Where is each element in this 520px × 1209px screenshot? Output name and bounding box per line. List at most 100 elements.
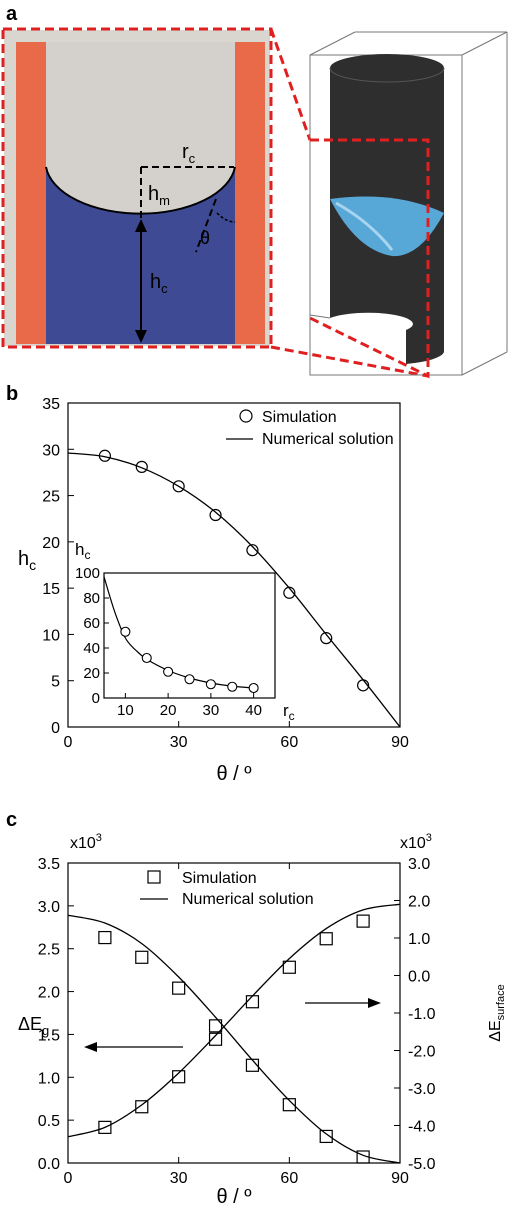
- plot-c-sim-point-left: [172, 981, 186, 995]
- inset-sim-point: [163, 666, 174, 677]
- plot-c-ytick-right-label: 3.0: [408, 856, 430, 873]
- plot-b-ytick-label: 10: [42, 627, 60, 644]
- inset-sim-point: [227, 681, 238, 692]
- panel-c: c x103 x103 0 30 60 90 0.0 0.5 1.0 1.5 2.0 2.5 3.0…: [6, 809, 507, 1208]
- plot-c-sim-point-right: [282, 960, 296, 974]
- inset-xtick-label: 10: [117, 702, 134, 719]
- plot-c-ytick-left-label: 0.5: [38, 1113, 60, 1130]
- plot-b-ytick-label: 35: [42, 396, 60, 413]
- plot-b-numerical-curve: [67, 452, 401, 728]
- inset-ytick-label: 20: [83, 665, 100, 682]
- plot-c-curves-group: [67, 903, 401, 1164]
- plot-c-ytick-right-label: 0.0: [408, 969, 430, 986]
- plot-b-ylabel: hc: [18, 548, 36, 573]
- plot-c-ytick-left-label: 2.5: [38, 942, 60, 959]
- zoom-region-3d: [309, 138, 430, 379]
- plot-b-sim-point: [135, 460, 148, 473]
- panel-b: b 0 30 60 90 0 5 10 15 20 25 30 35 hc θ / º Simulat…: [6, 383, 409, 785]
- left-axis-arrowhead: [84, 1042, 97, 1052]
- zoom-line-bottom: [270, 345, 429, 378]
- plot-c-ytick-left-label: 0.0: [38, 1156, 60, 1173]
- hc-arrow-down: [135, 330, 147, 343]
- plot-b-xtick-label: 30: [170, 734, 188, 751]
- plot-b-legend-sim-marker: [239, 409, 253, 423]
- plot-c-sim-point-left: [356, 1150, 370, 1164]
- plot-c-sim-point-left: [245, 1058, 260, 1072]
- inset-ytick-label: 40: [83, 640, 100, 657]
- theta-label: θ: [200, 228, 210, 248]
- plot-c-ytick-left-label: 1.5: [38, 1027, 60, 1044]
- theta-arc: [216, 212, 236, 223]
- inset-ytick-label: 60: [83, 615, 100, 632]
- inset-points-group: [120, 626, 259, 694]
- plot-c-frame: [67, 862, 401, 1164]
- right-axis-arrowhead: [368, 998, 381, 1008]
- plot-c-xtick-label: 60: [280, 1170, 298, 1187]
- plot-b-xtick-label: 60: [280, 734, 298, 751]
- right-wall: [235, 42, 265, 344]
- plot-c-sim-point-right: [356, 914, 370, 928]
- plot-b-sim-point: [209, 508, 222, 522]
- plot-c-ytick-left-label: 3.0: [38, 899, 60, 916]
- plot-c-ytick-right-label: -1.0: [408, 1006, 436, 1023]
- plot-c-sim-point-right: [245, 995, 260, 1009]
- plot-c-sim-point-left: [135, 950, 149, 964]
- inset-ticks: 10 20 30 40 0 20 40 60 80 100: [75, 565, 262, 719]
- plot-c-legend-num: Numerical solution: [182, 891, 314, 908]
- plot-b-ytick-label: 0: [51, 720, 60, 737]
- plot-b-legend-sim: Simulation: [262, 409, 337, 426]
- inset-numerical-curve: [103, 576, 254, 689]
- plot-c-left-multiplier: x103: [70, 832, 102, 852]
- rc-label: rc: [182, 141, 196, 166]
- inset-ylabel: hc: [75, 540, 90, 562]
- plot-c-sim-point-right: [319, 932, 333, 946]
- plot-c-sim-point-right: [172, 1070, 186, 1084]
- plot-c-ytick-right-label: -3.0: [408, 1081, 436, 1098]
- panel-b-label: b: [6, 383, 18, 405]
- inset-sim-point: [205, 679, 216, 690]
- plot-b-xtick-label: 0: [64, 734, 73, 751]
- plot-c-sim-point-right: [135, 1100, 149, 1114]
- plot-c-ytick-left-label: 2.0: [38, 985, 60, 1002]
- plot-c-ytick-right-label: -4.0: [408, 1119, 436, 1136]
- plot-b-ytick-label: 25: [42, 489, 60, 506]
- plot-b-points-group: [98, 449, 370, 692]
- hm-label: hm: [148, 183, 170, 208]
- plot-c-xtick-label: 30: [170, 1170, 188, 1187]
- plot-c-right-multiplier: x103: [400, 832, 432, 852]
- panel-c-label: c: [6, 809, 17, 831]
- plot-b-ytick-label: 5: [51, 674, 60, 691]
- plot-b-xtick-label: 90: [391, 734, 409, 751]
- plot-c-sim-point-left: [319, 1129, 333, 1144]
- plot-c-sim-point-left: [208, 1019, 223, 1033]
- inset-ytick-label: 80: [83, 590, 100, 607]
- plot-c-curve-right: [67, 903, 401, 1138]
- plot-b-frame: [67, 402, 401, 728]
- plot-c-sim-point-left: [282, 1098, 296, 1112]
- plot-b-ytick-label: 30: [42, 442, 60, 459]
- plot-b-sim-point: [357, 679, 370, 692]
- plot-c-left-ylabel: ΔEg: [18, 1014, 49, 1038]
- plot-b-sim-point: [246, 544, 259, 557]
- plot-b-xlabel: θ / º: [216, 763, 252, 785]
- plot-b-ytick-label: 15: [42, 581, 60, 598]
- inset-sim-point: [248, 682, 259, 694]
- plot-c-legend-sim-marker: [147, 870, 161, 884]
- inset-ytick-label: 0: [92, 690, 100, 707]
- panel-a: a rc hm hc θ: [1, 3, 508, 379]
- inset-xlabel: rc: [283, 701, 295, 723]
- plot-c-ytick-right-label: 2.0: [408, 894, 430, 911]
- zoom-box: [1, 27, 273, 349]
- inset-sim-point: [120, 626, 131, 637]
- plot-b-sim-point: [98, 449, 111, 462]
- plot-b-ytick-label: 20: [42, 535, 60, 552]
- plot-c-sim-point-left: [98, 930, 112, 945]
- inset-ytick-label: 100: [75, 565, 100, 582]
- inset-xtick-label: 20: [160, 702, 177, 719]
- plot-c-ytick-left-label: 1.0: [38, 1070, 60, 1087]
- hc-arrow-up: [135, 219, 147, 232]
- panel-a-label: a: [6, 3, 18, 25]
- plot-c-ytick-right-label: -5.0: [408, 1156, 436, 1173]
- left-wall: [16, 42, 46, 344]
- plot-c-ytick-right-label: -2.0: [408, 1044, 436, 1061]
